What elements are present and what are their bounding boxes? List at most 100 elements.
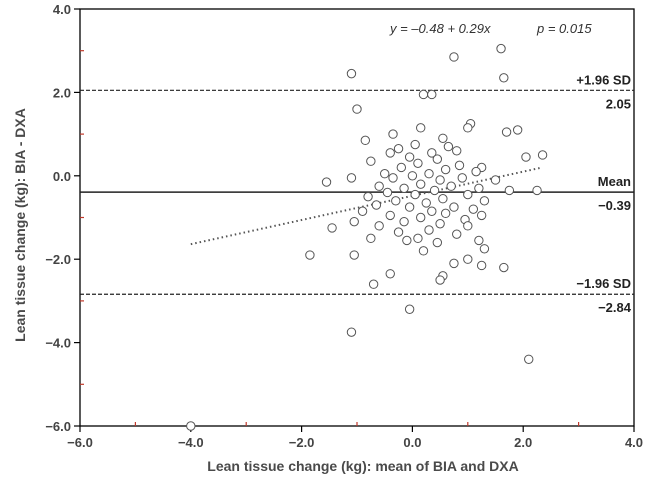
y-tick-label: 4.0 [53, 2, 71, 17]
data-point [404, 152, 415, 162]
data-point [416, 179, 426, 189]
x-tick-label: −6.0 [67, 435, 93, 450]
data-point [471, 166, 481, 177]
x-tick-label: 2.0 [514, 435, 532, 450]
data-point [496, 43, 506, 54]
mean-name-label: Mean [598, 174, 631, 189]
data-point [385, 269, 395, 279]
data-point [427, 206, 437, 216]
data-point [402, 235, 412, 246]
data-point [363, 191, 373, 202]
data-point [504, 185, 515, 196]
data-point [501, 127, 512, 137]
data-point [429, 185, 440, 196]
data-point [468, 204, 479, 214]
regression-line [190, 167, 541, 246]
data-point [424, 225, 434, 235]
data-point [346, 68, 357, 79]
y-tick-label: 0.0 [53, 169, 71, 184]
data-point [418, 89, 429, 100]
data-point [413, 158, 423, 168]
upper-value-label: 2.05 [606, 96, 631, 111]
data-point [416, 212, 426, 223]
data-point [385, 148, 395, 158]
data-point [452, 146, 462, 156]
data-point [349, 250, 359, 260]
data-point [474, 183, 484, 194]
data-point [404, 304, 415, 314]
data-point [463, 254, 473, 264]
data-point [499, 262, 509, 273]
data-point [393, 227, 404, 237]
data-point [413, 233, 423, 244]
data-point [490, 175, 501, 185]
data-point [368, 279, 379, 289]
reference-lines: +1.96 SD 2.05 Mean −0.39 −1.96 SD −2.84 [80, 72, 634, 315]
data-point [399, 216, 409, 227]
lower-name-label: −1.96 SD [576, 276, 631, 291]
data-point [435, 219, 445, 229]
p-value: p = 0.015 [536, 21, 592, 36]
lower-value-label: −2.84 [598, 300, 632, 315]
data-point [532, 185, 542, 196]
data-point [449, 258, 459, 269]
data-point [440, 208, 451, 219]
data-point [396, 162, 407, 173]
data-point [463, 189, 473, 200]
data-point [463, 123, 473, 133]
data-point [474, 235, 484, 246]
y-tick-label: −4.0 [45, 336, 71, 351]
upper-name-label: +1.96 SD [576, 72, 631, 87]
plot-frame [79, 8, 635, 427]
data-point [435, 175, 445, 185]
data-point [321, 177, 332, 187]
data-point [438, 133, 448, 143]
data-point [476, 210, 487, 221]
data-point [382, 187, 393, 198]
data-point [385, 210, 395, 221]
data-point [418, 246, 429, 256]
data-point [512, 125, 523, 135]
data-point [366, 233, 376, 244]
data-point [349, 216, 359, 227]
x-tick-label: −2.0 [289, 435, 315, 450]
data-point [432, 237, 443, 248]
data-point [424, 169, 434, 179]
data-point [391, 196, 401, 206]
regression-equation: y = –0.48 + 0.29x [389, 21, 491, 36]
data-point [432, 154, 443, 164]
data-points [186, 43, 548, 431]
data-point [457, 173, 467, 183]
data-point [357, 206, 368, 216]
data-point [449, 52, 459, 62]
y-tick-label: 2.0 [53, 85, 71, 100]
y-axis-title: Lean tissue change (kg): BIA - DXA [12, 108, 28, 342]
data-point [407, 171, 418, 181]
data-point [404, 202, 415, 212]
data-point [454, 160, 465, 171]
data-point [443, 141, 454, 152]
data-point [421, 198, 431, 208]
data-point [537, 150, 548, 160]
data-point [440, 164, 451, 175]
data-point [446, 181, 456, 191]
data-point [399, 183, 409, 194]
data-point [186, 421, 196, 431]
data-point [327, 223, 337, 233]
data-point [438, 194, 448, 204]
x-tick-label: 0.0 [403, 435, 421, 450]
data-point [463, 221, 473, 231]
data-point [366, 156, 376, 166]
axis-ticks: −6.0 −4.0 −2.0 0.0 2.0 4.0 4.0 2.0 0.0 −2.0 −4.0 −6… [45, 2, 643, 450]
data-point [479, 196, 490, 206]
data-point [476, 260, 487, 271]
data-point [388, 129, 398, 139]
x-tick-label: 4.0 [625, 435, 643, 450]
data-point [410, 189, 420, 200]
data-point [305, 250, 315, 260]
y-tick-label: −2.0 [45, 252, 71, 267]
x-axis-title: Lean tissue change (kg): mean of BIA and… [207, 458, 519, 474]
data-point [374, 221, 384, 231]
data-point [371, 200, 382, 210]
